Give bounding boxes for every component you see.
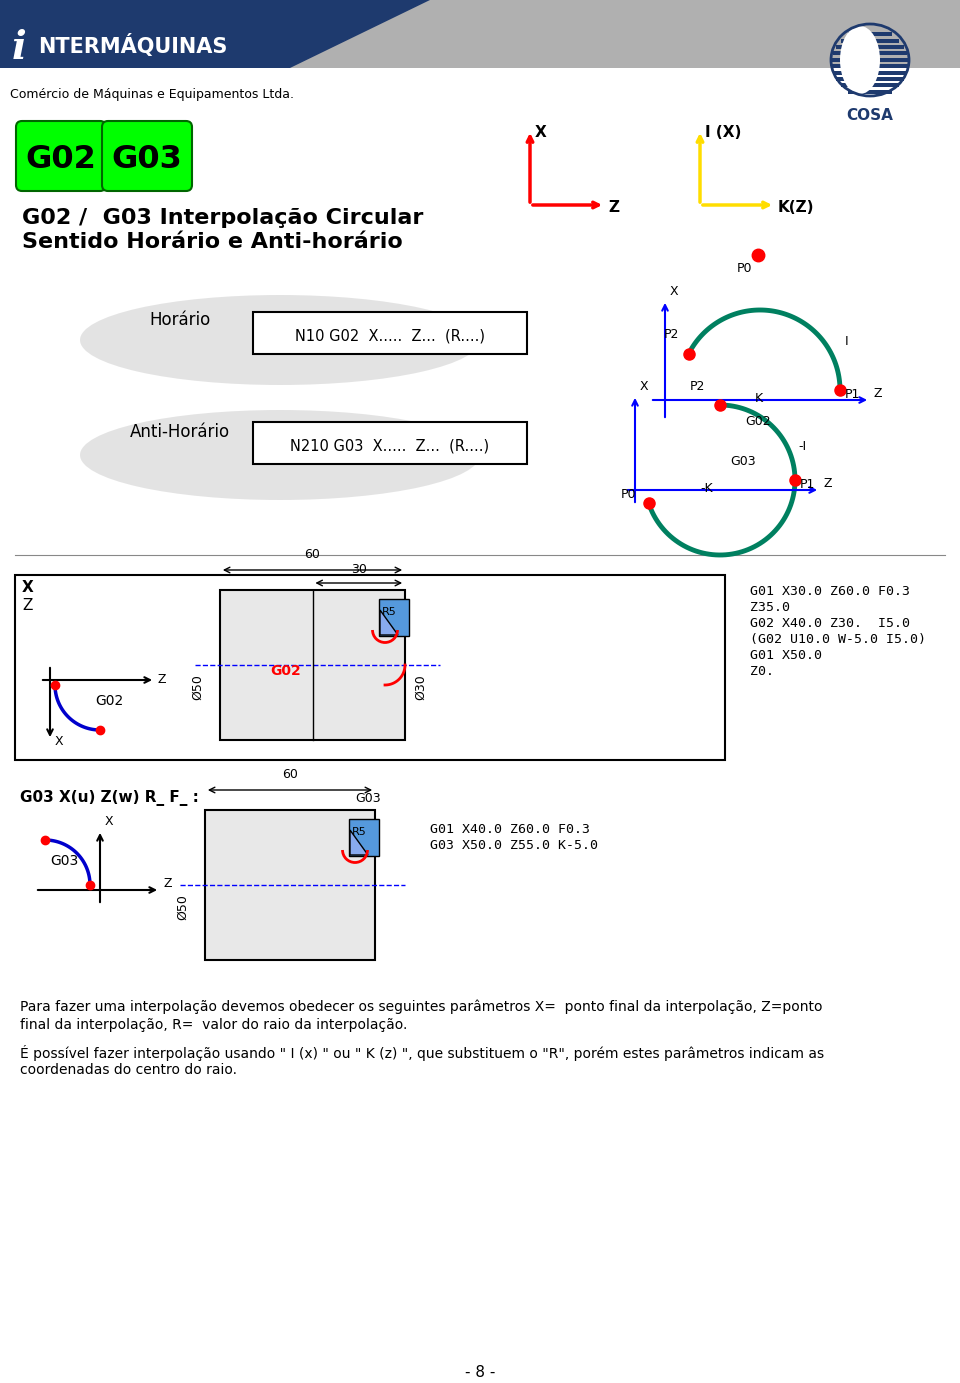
Bar bbox=[220, 591, 405, 740]
Text: G01 X30.0 Z60.0 F0.3: G01 X30.0 Z60.0 F0.3 bbox=[750, 585, 910, 597]
Bar bbox=[832, 64, 908, 68]
Text: G03 X50.0 Z55.0 K-5.0: G03 X50.0 Z55.0 K-5.0 bbox=[430, 839, 598, 852]
FancyBboxPatch shape bbox=[16, 120, 106, 191]
Text: G03: G03 bbox=[730, 455, 756, 467]
Text: G03: G03 bbox=[355, 792, 380, 805]
Bar bbox=[833, 51, 906, 55]
FancyBboxPatch shape bbox=[102, 120, 192, 191]
Text: G03: G03 bbox=[50, 853, 79, 869]
Text: Ø30: Ø30 bbox=[415, 674, 427, 700]
Bar bbox=[836, 46, 904, 48]
FancyBboxPatch shape bbox=[15, 575, 725, 761]
Text: R5: R5 bbox=[382, 607, 396, 617]
Text: G03 X(u) Z(w) R_ F_ :: G03 X(u) Z(w) R_ F_ : bbox=[20, 790, 199, 806]
Bar bbox=[833, 71, 906, 75]
Ellipse shape bbox=[80, 295, 480, 384]
Text: I: I bbox=[845, 335, 849, 349]
Bar bbox=[205, 810, 375, 960]
Text: X: X bbox=[55, 734, 63, 748]
Bar bbox=[841, 39, 900, 43]
Text: Horário: Horário bbox=[150, 311, 210, 329]
Text: P1: P1 bbox=[800, 479, 815, 491]
Text: Comércio de Máquinas e Equipamentos Ltda.: Comércio de Máquinas e Equipamentos Ltda… bbox=[10, 89, 294, 101]
Text: G02 /  G03 Interpolação Circular: G02 / G03 Interpolação Circular bbox=[22, 207, 423, 228]
Text: coordenadas do centro do raio.: coordenadas do centro do raio. bbox=[20, 1064, 237, 1077]
Text: Z: Z bbox=[608, 201, 619, 216]
Text: Z: Z bbox=[873, 387, 881, 400]
Text: (G02 U10.0 W-5.0 I5.0): (G02 U10.0 W-5.0 I5.0) bbox=[750, 633, 926, 646]
Text: Para fazer uma interpolação devemos obedecer os seguintes parâmetros X=  ponto f: Para fazer uma interpolação devemos obed… bbox=[20, 1000, 823, 1015]
Text: Sentido Horário e Anti-horário: Sentido Horário e Anti-horário bbox=[22, 232, 403, 252]
Text: Z: Z bbox=[158, 674, 166, 686]
Ellipse shape bbox=[80, 409, 480, 501]
Text: 60: 60 bbox=[304, 548, 321, 561]
Bar bbox=[848, 32, 892, 36]
Text: Z0.: Z0. bbox=[750, 665, 774, 678]
Polygon shape bbox=[350, 830, 368, 855]
Text: K: K bbox=[755, 391, 763, 405]
Text: Z: Z bbox=[823, 477, 831, 490]
FancyBboxPatch shape bbox=[253, 422, 527, 465]
Bar bbox=[832, 58, 908, 62]
Text: final da interpolação, R=  valor do raio da interpolação.: final da interpolação, R= valor do raio … bbox=[20, 1018, 407, 1032]
Text: - 8 -: - 8 - bbox=[465, 1365, 495, 1380]
Text: Z35.0: Z35.0 bbox=[750, 602, 790, 614]
Text: I (X): I (X) bbox=[705, 124, 741, 140]
Bar bbox=[848, 90, 892, 94]
Text: P0: P0 bbox=[621, 488, 636, 501]
FancyBboxPatch shape bbox=[379, 599, 409, 636]
Text: X: X bbox=[535, 124, 547, 140]
Text: X: X bbox=[670, 285, 679, 297]
Polygon shape bbox=[380, 610, 398, 635]
Text: P1: P1 bbox=[845, 389, 860, 401]
Bar bbox=[836, 77, 904, 82]
Text: NTERMÁQUINAS: NTERMÁQUINAS bbox=[38, 33, 228, 57]
Bar bbox=[0, 0, 960, 68]
Text: N210 G03  X.....  Z...  (R....): N210 G03 X..... Z... (R....) bbox=[291, 438, 490, 454]
Text: Ø50: Ø50 bbox=[191, 674, 204, 700]
Text: P0: P0 bbox=[737, 261, 753, 275]
Bar bbox=[841, 83, 900, 87]
Text: É possível fazer interpolação usando " I (x) " ou " K (z) ", que substituem o "R: É possível fazer interpolação usando " I… bbox=[20, 1046, 824, 1061]
Text: Z: Z bbox=[22, 597, 33, 613]
Bar bbox=[0, 68, 960, 100]
Text: G02: G02 bbox=[95, 694, 123, 708]
Text: -I: -I bbox=[798, 440, 806, 454]
Text: X: X bbox=[105, 815, 113, 828]
Text: G02 X40.0 Z30.  I5.0: G02 X40.0 Z30. I5.0 bbox=[750, 617, 910, 631]
Text: X: X bbox=[640, 380, 649, 393]
Text: K(Z): K(Z) bbox=[778, 201, 814, 216]
FancyBboxPatch shape bbox=[349, 819, 379, 856]
Text: G02: G02 bbox=[26, 144, 96, 176]
Text: G03: G03 bbox=[111, 144, 182, 176]
Text: G01 X50.0: G01 X50.0 bbox=[750, 649, 822, 662]
Text: 30: 30 bbox=[350, 563, 367, 575]
Text: Ø50: Ø50 bbox=[177, 893, 189, 920]
Text: Z: Z bbox=[163, 877, 172, 891]
FancyBboxPatch shape bbox=[253, 313, 527, 354]
Text: G02: G02 bbox=[745, 415, 771, 427]
Text: G01 X40.0 Z60.0 F0.3: G01 X40.0 Z60.0 F0.3 bbox=[430, 823, 590, 835]
Text: P2: P2 bbox=[663, 328, 679, 340]
Polygon shape bbox=[290, 0, 960, 68]
Text: P2: P2 bbox=[690, 380, 706, 393]
Text: Anti-Horário: Anti-Horário bbox=[130, 423, 230, 441]
Text: R5: R5 bbox=[352, 827, 367, 837]
Text: G02: G02 bbox=[270, 664, 300, 678]
Text: COSA: COSA bbox=[847, 108, 894, 123]
Text: X: X bbox=[22, 579, 34, 595]
Text: 60: 60 bbox=[282, 768, 298, 781]
Ellipse shape bbox=[840, 26, 880, 94]
Text: i: i bbox=[12, 29, 27, 66]
Text: N10 G02  X.....  Z...  (R....): N10 G02 X..... Z... (R....) bbox=[295, 329, 485, 343]
Text: -K: -K bbox=[700, 483, 712, 495]
